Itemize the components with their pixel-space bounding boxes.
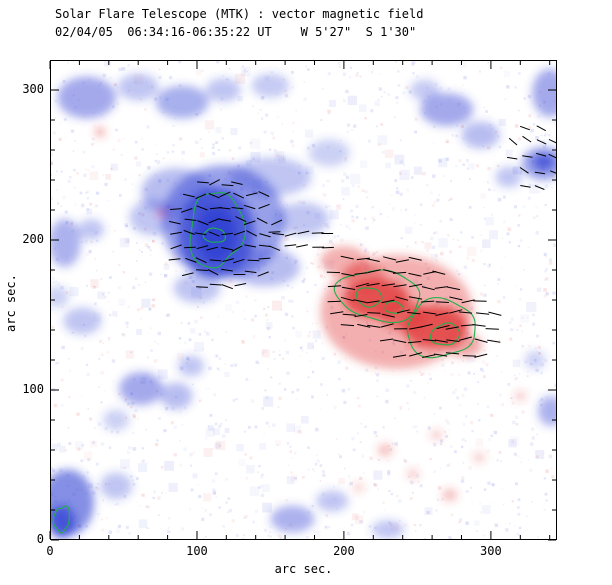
y-tick-label: 300 <box>22 82 44 96</box>
axes-frame <box>49 60 557 541</box>
y-tick-label: 200 <box>22 232 44 246</box>
x-tick-label: 200 <box>333 544 355 558</box>
y-tick-label: 0 <box>36 532 44 546</box>
x-axis-label: arc sec. <box>274 562 333 576</box>
x-tick-label: 100 <box>186 544 208 558</box>
vector-field-layer <box>168 125 557 358</box>
x-tick-label: 0 <box>46 544 54 558</box>
y-tick-label: 100 <box>22 382 44 396</box>
x-tick-label: 300 <box>480 544 502 558</box>
figure-title: Solar Flare Telescope (MTK) : vector mag… <box>55 7 424 21</box>
contour-layer <box>52 192 476 534</box>
figure-subtitle: 02/04/05 06:34:16-06:35:22 UT W 5'27" S … <box>55 25 417 39</box>
y-axis-label: arc sec. <box>4 274 18 332</box>
